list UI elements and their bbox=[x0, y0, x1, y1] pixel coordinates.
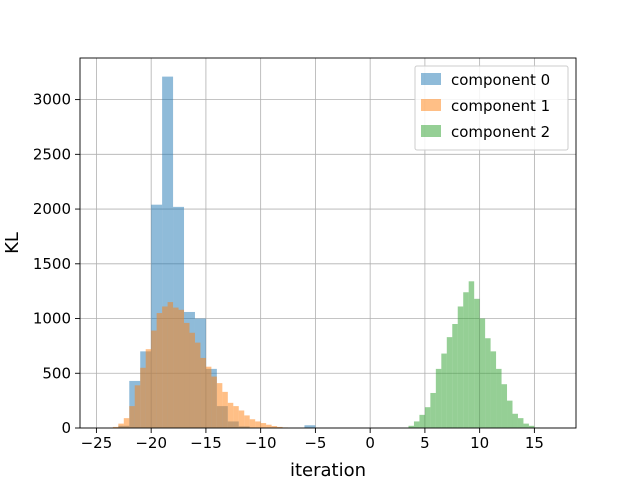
legend-swatch bbox=[421, 125, 441, 137]
histogram-bar-series-2 bbox=[517, 418, 524, 428]
histogram-bar-series-1 bbox=[134, 385, 141, 428]
histogram-bar-series-2 bbox=[523, 423, 529, 428]
histogram-bar-series-1 bbox=[227, 402, 234, 428]
histogram-bar-series-2 bbox=[419, 414, 425, 428]
histogram-bar-series-1 bbox=[129, 406, 135, 428]
histogram-bar-series-1 bbox=[140, 367, 146, 428]
x-tick-label: −20 bbox=[135, 434, 167, 452]
x-axis-label: iteration bbox=[290, 460, 366, 480]
histogram-bar-series-2 bbox=[474, 298, 480, 428]
histogram-bar-series-1 bbox=[271, 426, 278, 428]
histogram-bar-series-1 bbox=[266, 424, 272, 428]
legend-swatch bbox=[421, 99, 441, 111]
histogram-bar-series-0 bbox=[304, 425, 316, 428]
histogram-bar-series-1 bbox=[244, 415, 250, 428]
x-tick-label: 5 bbox=[420, 434, 430, 452]
legend-box bbox=[414, 65, 569, 151]
x-tick-label: 10 bbox=[470, 434, 489, 452]
histogram-bar-series-2 bbox=[468, 281, 475, 428]
histogram-bar-series-1 bbox=[118, 423, 124, 428]
histogram-bar-series-1 bbox=[222, 391, 228, 428]
histogram-bar-series-2 bbox=[441, 353, 447, 428]
histogram-bar-series-1 bbox=[216, 383, 223, 428]
histogram-bar-series-1 bbox=[260, 423, 267, 428]
x-tick-label: 15 bbox=[525, 434, 544, 452]
legend-label: component 1 bbox=[451, 97, 550, 115]
y-tick-label: 2000 bbox=[33, 200, 71, 218]
legend-label: component 2 bbox=[451, 123, 550, 141]
histogram-bar-series-2 bbox=[452, 324, 458, 428]
histogram-bar-series-1 bbox=[151, 330, 157, 428]
histogram-bar-series-1 bbox=[145, 349, 152, 428]
histogram-bar-series-2 bbox=[528, 425, 535, 428]
y-tick-label: 500 bbox=[42, 364, 71, 382]
histogram-bar-series-1 bbox=[156, 313, 163, 428]
legend-swatch bbox=[421, 73, 441, 85]
histogram-bar-series-2 bbox=[479, 318, 486, 428]
y-tick-label: 2500 bbox=[33, 145, 71, 163]
histogram-bar-series-0 bbox=[162, 76, 174, 428]
histogram-bar-series-1 bbox=[277, 426, 283, 428]
plot-frame bbox=[79, 57, 577, 429]
y-tick-label: 1000 bbox=[33, 310, 71, 328]
histogram-bar-series-1 bbox=[189, 332, 195, 428]
x-tick-label: 0 bbox=[365, 434, 375, 452]
histogram-bar-series-2 bbox=[512, 413, 518, 428]
histogram-bar-series-1 bbox=[178, 309, 185, 428]
histogram-bar-series-1 bbox=[238, 410, 245, 428]
histogram-bar-series-1 bbox=[162, 306, 168, 428]
histogram-bar-series-1 bbox=[167, 302, 174, 428]
x-tick-label: −15 bbox=[190, 434, 222, 452]
histogram-bar-series-1 bbox=[205, 366, 212, 428]
histogram-bar-series-1 bbox=[211, 376, 217, 428]
histogram-bar-series-2 bbox=[463, 292, 469, 428]
histogram-bars bbox=[112, 76, 540, 428]
y-tick-label: 1500 bbox=[33, 255, 71, 273]
histogram-bar-series-2 bbox=[490, 351, 497, 428]
histogram-bar-series-2 bbox=[485, 338, 491, 428]
y-tick-label: 3000 bbox=[33, 91, 71, 109]
histogram-bar-series-1 bbox=[184, 322, 190, 428]
histogram-bar-series-2 bbox=[408, 425, 414, 428]
tick-labels: −25 −20 −15 −10 −5 0 5 10 15 0 500 1000 1500 2000 2500… bbox=[33, 91, 544, 452]
histogram-bar-series-1 bbox=[200, 357, 206, 428]
histogram-bar-series-2 bbox=[430, 392, 436, 428]
histogram-bar-series-2 bbox=[424, 407, 431, 428]
histogram-bar-series-2 bbox=[501, 384, 508, 428]
histogram-bar-series-1 bbox=[173, 307, 179, 428]
histogram-bar-series-1 bbox=[255, 421, 261, 428]
histogram-bar-series-2 bbox=[435, 368, 442, 428]
histogram-bar-series-1 bbox=[112, 426, 119, 428]
histogram-bar-series-1 bbox=[194, 342, 201, 428]
histogram-bar-series-2 bbox=[507, 400, 513, 428]
axes bbox=[75, 57, 577, 433]
legend: component 0 component 1 component 2 bbox=[414, 65, 569, 151]
x-tick-label: −25 bbox=[81, 434, 113, 452]
x-tick-label: −5 bbox=[304, 434, 326, 452]
y-tick-label: 0 bbox=[61, 419, 71, 437]
histogram-bar-series-1 bbox=[123, 418, 130, 428]
histogram-bar-series-2 bbox=[457, 306, 464, 428]
histogram-bar-series-2 bbox=[413, 421, 420, 428]
y-axis-label: KL bbox=[2, 232, 23, 254]
histogram-bar-series-2 bbox=[496, 368, 502, 428]
histogram-bar-series-1 bbox=[233, 406, 239, 428]
x-tick-label: −10 bbox=[245, 434, 277, 452]
histogram-bar-series-2 bbox=[446, 337, 453, 428]
legend-label: component 0 bbox=[451, 71, 550, 89]
histogram-bar-series-1 bbox=[249, 419, 256, 428]
